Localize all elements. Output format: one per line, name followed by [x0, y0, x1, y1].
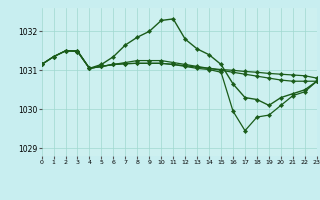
Text: Graphe pression niveau de la mer (hPa): Graphe pression niveau de la mer (hPa)	[65, 184, 255, 193]
